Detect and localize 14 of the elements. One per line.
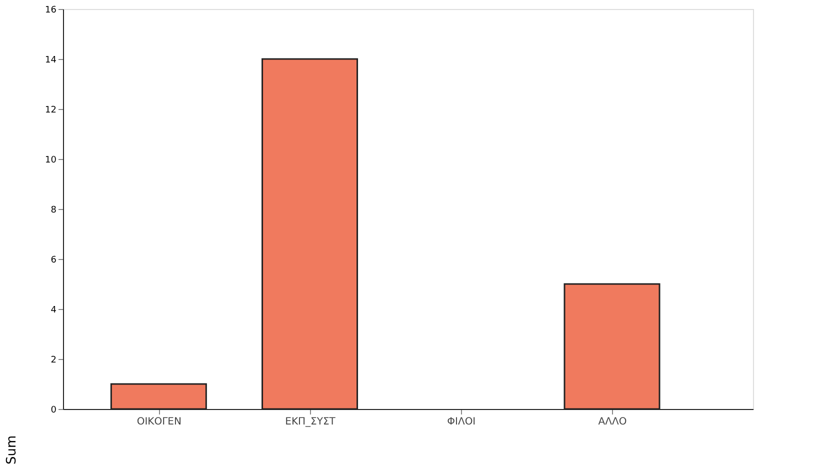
- y-tick-label: 8: [50, 206, 57, 216]
- y-tick-label: 0: [50, 406, 57, 416]
- x-tick-label: ΑΛΛΟ: [598, 416, 627, 428]
- x-tick-label: ΕΚΠ_ΣΥΣΤ: [285, 416, 336, 428]
- y-axis-title: Sum: [4, 435, 20, 464]
- y-tick-label: 16: [45, 6, 57, 16]
- y-tick-label: 12: [45, 106, 56, 116]
- y-tick-label: 2: [50, 356, 56, 366]
- y-tick-label: 6: [50, 256, 57, 266]
- y-tick-label: 14: [45, 56, 57, 66]
- y-tick-label: 4: [50, 306, 57, 316]
- x-tick-label: ΦΙΛΟΙ: [447, 416, 476, 428]
- y-tick-label: 10: [45, 156, 57, 166]
- x-tick-label: ΟΙΚΟΓΕΝ: [136, 416, 182, 428]
